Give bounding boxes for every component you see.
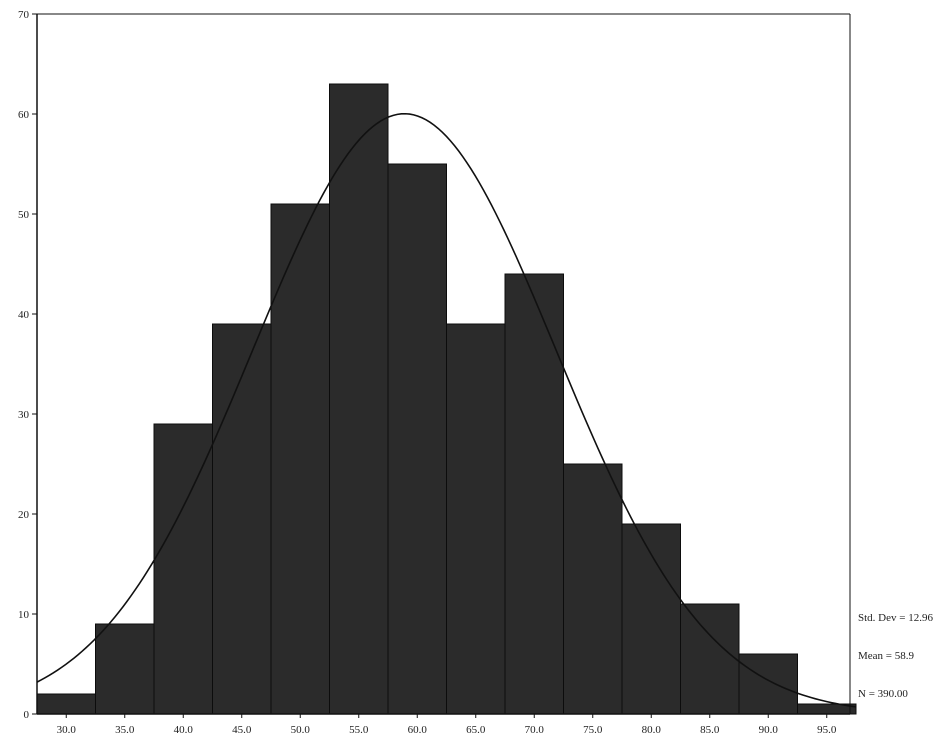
x-tick-label: 70.0 <box>525 724 545 736</box>
x-tick-label: 95.0 <box>817 724 837 736</box>
histogram-bar <box>621 523 681 715</box>
x-tick-label: 55.0 <box>349 724 369 736</box>
y-tick-label: 50 <box>18 209 30 221</box>
y-tick-label: 70 <box>18 9 30 21</box>
x-tick-label: 30.0 <box>57 724 77 736</box>
normal-curve <box>36 112 857 708</box>
y-tick-label: 60 <box>18 109 30 121</box>
mean-label: Mean = 58.9 <box>858 650 914 662</box>
x-tick-label: 65.0 <box>466 724 486 736</box>
x-tick-label: 60.0 <box>408 724 428 736</box>
y-tick-label: 30 <box>18 409 30 421</box>
histogram-bar <box>504 273 564 715</box>
histogram-bar <box>36 693 96 715</box>
histogram-bars <box>36 83 857 715</box>
histogram-bar <box>270 203 330 715</box>
x-tick-label: 80.0 <box>642 724 662 736</box>
axes <box>36 13 851 715</box>
x-tick-label: 75.0 <box>583 724 603 736</box>
histogram-bar <box>153 423 213 715</box>
histogram-bar <box>563 463 623 715</box>
y-tick-label: 10 <box>18 609 30 621</box>
n-label: N = 390.00 <box>858 688 908 700</box>
y-tick-label: 40 <box>18 309 30 321</box>
histogram-bar <box>329 83 389 715</box>
histogram-bar <box>95 623 155 715</box>
x-tick-label: 35.0 <box>115 724 135 736</box>
histogram-bar <box>212 323 272 715</box>
y-axis-ticks: 0 10 20 30 40 50 60 70 <box>18 9 37 721</box>
x-axis-ticks: 30.0 35.0 40.0 45.0 50.0 55.0 60.0 65.0 70.0 75.0… <box>57 714 837 736</box>
x-tick-label: 50.0 <box>291 724 311 736</box>
y-tick-label: 20 <box>18 509 30 521</box>
x-tick-label: 85.0 <box>700 724 720 736</box>
histogram-bar <box>680 603 740 715</box>
histogram-bar <box>387 163 447 715</box>
histogram-bar <box>446 323 506 715</box>
x-tick-label: 40.0 <box>174 724 194 736</box>
x-tick-label: 90.0 <box>759 724 779 736</box>
y-tick-label: 0 <box>24 709 30 721</box>
histogram-bar <box>738 653 798 715</box>
std-dev-label: Std. Dev = 12.96 <box>858 612 933 624</box>
x-tick-label: 45.0 <box>232 724 252 736</box>
